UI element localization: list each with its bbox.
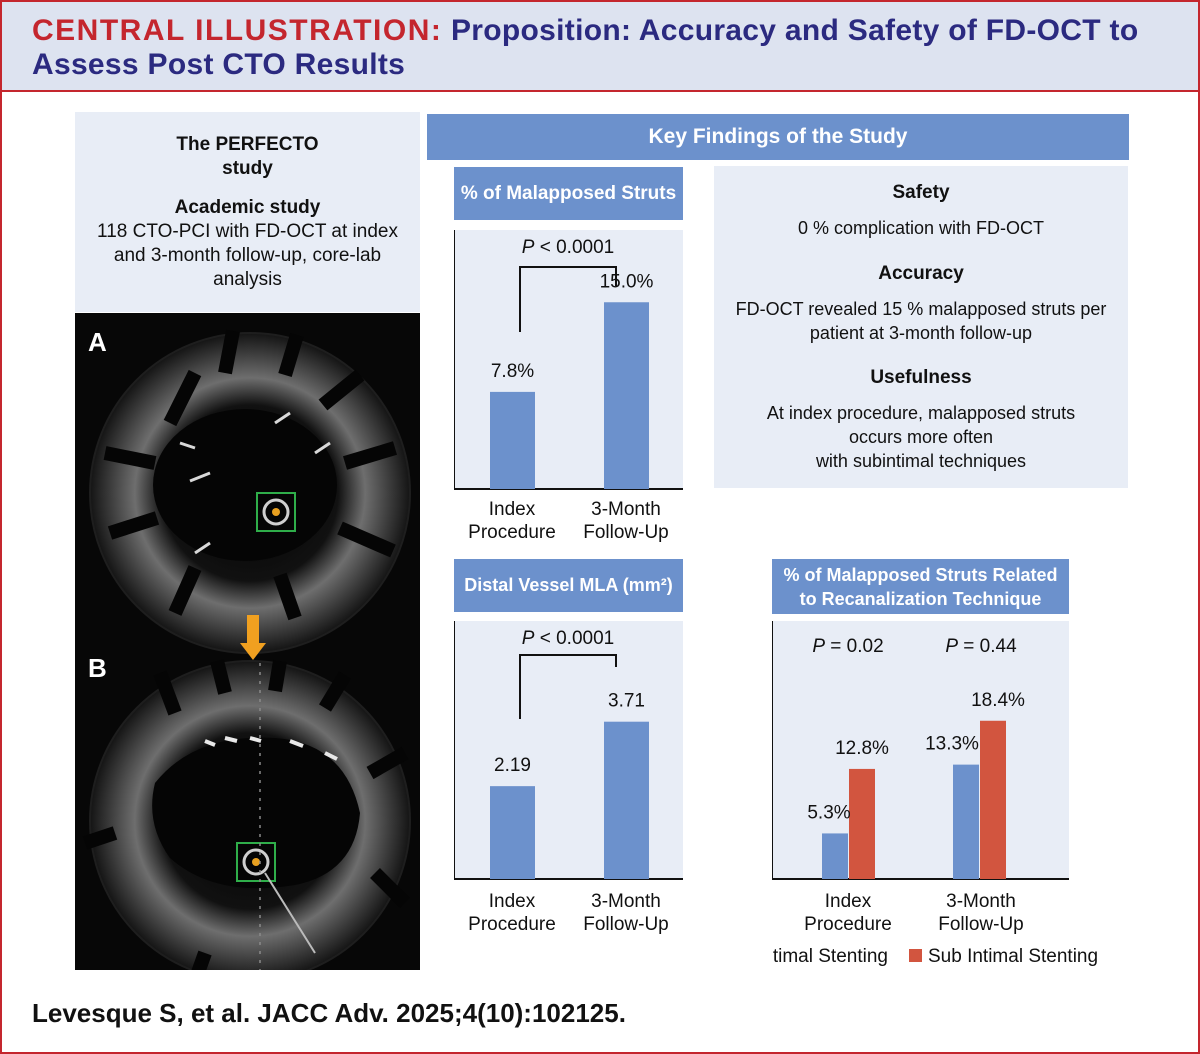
chart-2-significance-bracket bbox=[519, 654, 617, 719]
chart-3-panel bbox=[772, 621, 1069, 879]
chart-2: P < 0.0001 2.19 3.71 Index Procedure 3-M… bbox=[454, 621, 683, 935]
chart-2-x-tick-3month-2: Follow-Up bbox=[583, 914, 669, 935]
findings-summary-box: Safety 0 % complication with FD-OCT Accu… bbox=[714, 166, 1128, 488]
chart-1-bar-index bbox=[490, 391, 535, 489]
chart-2-value-label-3month: 3.71 bbox=[608, 691, 645, 712]
chart-3-p-label-3month: P = 0.44 bbox=[945, 636, 1017, 657]
oct-image-panel: A B bbox=[75, 313, 420, 970]
chart-2-x-tick-3month-1: 3-Month bbox=[591, 891, 661, 912]
chart-2-x-tick-index-2: Procedure bbox=[468, 914, 556, 935]
chart-3-title-line-1: % of Malapposed Struts Related bbox=[783, 565, 1058, 585]
key-findings-header: Key Findings of the Study bbox=[427, 114, 1129, 160]
study-desc-line-1: 118 CTO-PCI with FD-OCT at index bbox=[97, 221, 398, 242]
legend-label-subintimal: Sub Intimal Stenting bbox=[928, 946, 1098, 967]
image-label-b: B bbox=[88, 653, 107, 683]
legend-label-intimal: Intimal Stenting bbox=[772, 946, 888, 967]
chart-3-bar-subintimal-index bbox=[849, 768, 875, 879]
usefulness-line-1: At index procedure, malapposed struts bbox=[766, 403, 1076, 423]
safety-text: 0 % complication with FD-OCT bbox=[797, 218, 1045, 238]
down-arrow-icon bbox=[240, 615, 266, 660]
chart-1-value-label-index: 7.8% bbox=[491, 361, 534, 382]
accuracy-line-1: FD-OCT revealed 15 % malapposed struts p… bbox=[735, 299, 1107, 319]
chart-2-p-label: P < 0.0001 bbox=[522, 628, 614, 649]
chart-1-x-tick-3month-1: 3-Month bbox=[591, 499, 661, 520]
chart-3-legend: Intimal Stenting Sub Intimal Stenting bbox=[772, 946, 1098, 967]
chart-1-significance-bracket bbox=[519, 266, 617, 332]
usefulness-title: Usefulness bbox=[870, 367, 972, 388]
usefulness-line-2: occurs more often bbox=[848, 427, 994, 447]
chart-1-bar-3month bbox=[604, 302, 649, 489]
header-banner: CENTRAL ILLUSTRATION: Proposition: Accur… bbox=[2, 2, 1198, 92]
study-name-line-1: The PERFECTO bbox=[176, 134, 319, 155]
chart-2-bar-3month bbox=[604, 721, 649, 879]
citation: Levesque S, et al. JACC Adv. 2025;4(10):… bbox=[32, 998, 626, 1028]
chart-1: P < 0.0001 7.8% 15.0% Index Procedure 3-… bbox=[454, 230, 683, 543]
title-line-1: Proposition: Accuracy and Safety of FD-O… bbox=[451, 14, 1139, 47]
study-desc-line-2: and 3-month follow-up, core-lab bbox=[113, 245, 382, 266]
chart-1-title: % of Malapposed Struts bbox=[454, 167, 683, 220]
study-type: Academic study bbox=[174, 197, 321, 218]
chart-2-bar-index bbox=[490, 786, 535, 879]
chart-3-title-line-2: to Recanalization Technique bbox=[799, 589, 1042, 609]
chart-3-bar-intimal-index bbox=[822, 833, 848, 879]
chart-1-x-tick-3month-2: Follow-Up bbox=[583, 522, 669, 543]
chart-3-value-label-intimal-3month: 13.3% bbox=[925, 734, 979, 755]
accuracy-title: Accuracy bbox=[878, 263, 964, 284]
chart-3-x-tick-index-2: Procedure bbox=[804, 914, 892, 935]
chart-2-x-tick-index-1: Index bbox=[489, 891, 536, 912]
chart-3-x-tick-index-1: Index bbox=[825, 891, 872, 912]
chart-3-p-label-index: P = 0.02 bbox=[812, 636, 883, 657]
chart-1-x-tick-index-1: Index bbox=[489, 499, 536, 520]
study-desc-line-3: analysis bbox=[213, 269, 282, 290]
chart-1-value-label-3month: 15.0% bbox=[600, 271, 654, 292]
legend-swatch-subintimal bbox=[909, 949, 922, 962]
chart-3-title: % of Malapposed Struts Related to Recana… bbox=[772, 559, 1069, 614]
image-label-a: A bbox=[88, 327, 107, 357]
chart-3-value-label-intimal-index: 5.3% bbox=[807, 802, 850, 823]
safety-title: Safety bbox=[892, 182, 950, 203]
chart-3-bar-intimal-3month bbox=[953, 764, 979, 879]
chart-1-x-tick-index-2: Procedure bbox=[468, 522, 556, 543]
oct-images bbox=[82, 329, 411, 970]
page-title: CENTRAL ILLUSTRATION: Proposition: Accur… bbox=[32, 14, 1182, 82]
chart-3-bar-subintimal-3month bbox=[980, 720, 1006, 879]
chart-3-value-label-subintimal-3month: 18.4% bbox=[971, 690, 1025, 711]
study-name-line-2: study bbox=[222, 158, 273, 179]
usefulness-line-3: with subintimal techniques bbox=[815, 451, 1027, 471]
chart-3-x-tick-3month-1: 3-Month bbox=[946, 891, 1016, 912]
chart-1-p-label: P < 0.0001 bbox=[522, 237, 614, 258]
oct-image-b bbox=[82, 659, 411, 970]
title-line-2: Assess Post CTO Results bbox=[32, 48, 406, 81]
accuracy-line-2: patient at 3-month follow-up bbox=[809, 323, 1033, 343]
chart-3: P = 0.02 P = 0.44 5.3% 12.8% 13.3% 18.4%… bbox=[772, 621, 1098, 967]
oct-image-a bbox=[89, 329, 411, 654]
chart-2-title: Distal Vessel MLA (mm²) bbox=[454, 559, 683, 612]
chart-3-x-tick-3month-2: Follow-Up bbox=[938, 914, 1024, 935]
chart-3-value-label-subintimal-index: 12.8% bbox=[835, 738, 889, 759]
study-description-box: The PERFECTO study Academic study 118 CT… bbox=[75, 112, 420, 312]
illustration-label: CENTRAL ILLUSTRATION: bbox=[32, 14, 443, 47]
chart-2-value-label-index: 2.19 bbox=[494, 755, 531, 776]
